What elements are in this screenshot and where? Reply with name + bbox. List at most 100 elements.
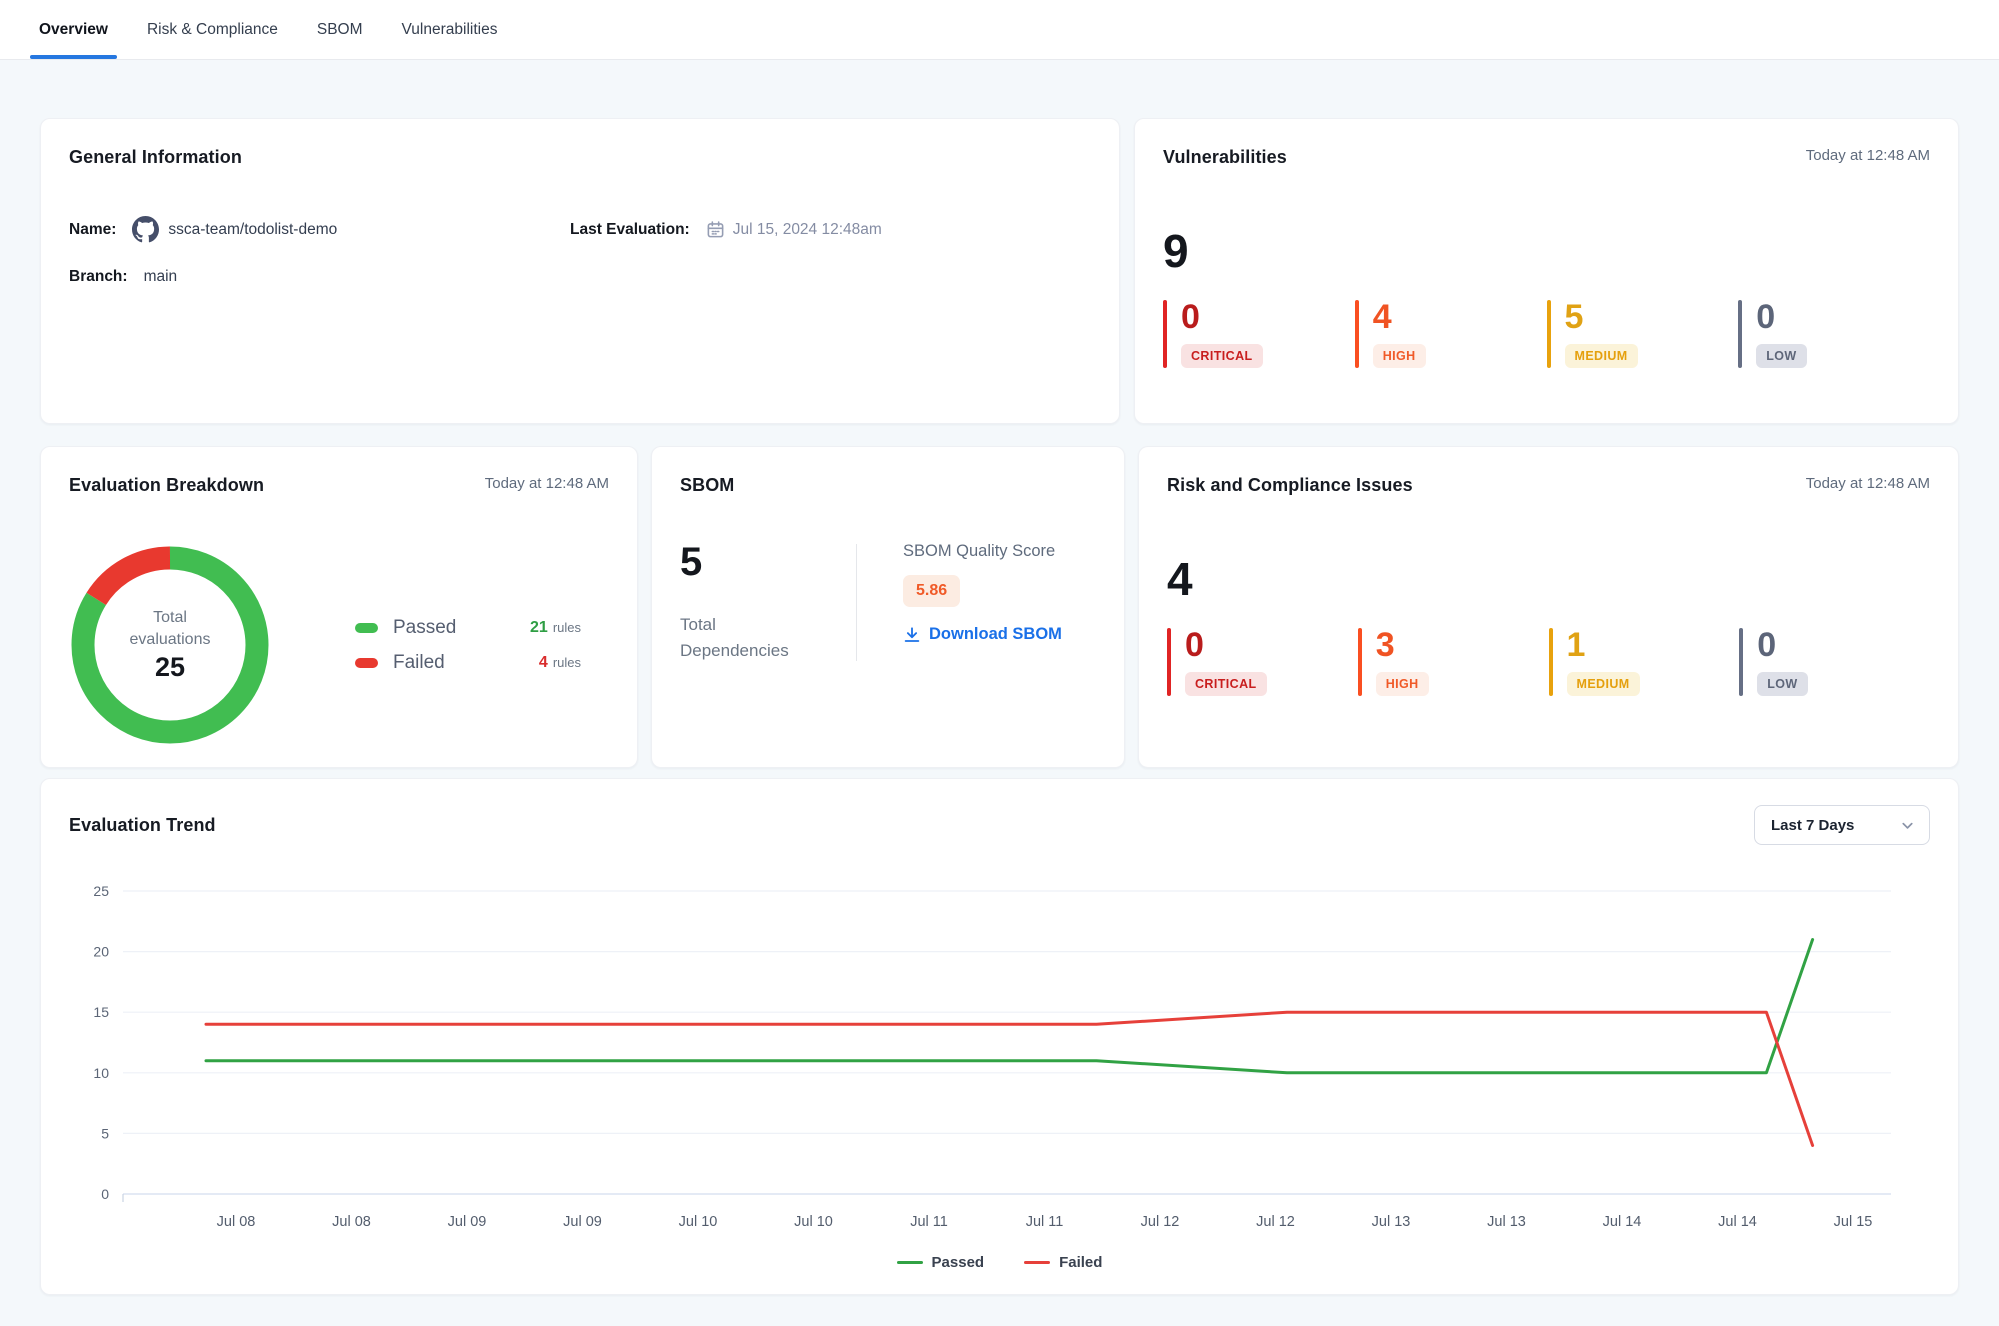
tab-risk-compliance[interactable]: Risk & Compliance: [138, 0, 287, 59]
risk-compliance-title: Risk and Compliance Issues: [1167, 475, 1413, 496]
donut-center-label: Total evaluations 25: [71, 546, 269, 744]
last-evaluation-row: Last Evaluation: Jul 15, 2024 12:48am: [570, 216, 1091, 243]
legend-line-swatch: [1024, 1261, 1050, 1265]
risk-compliance-timestamp: Today at 12:48 AM: [1806, 475, 1930, 492]
legend-row-passed: Passed21rules: [355, 617, 581, 639]
evaluation-trend-title: Evaluation Trend: [69, 815, 216, 836]
severity-bar: [1355, 300, 1359, 368]
branch-row: Branch: main: [69, 263, 570, 290]
severity-medium: 5 MEDIUM: [1547, 300, 1739, 368]
severity-bar: [1163, 300, 1167, 368]
sbom-quality-score-label: SBOM Quality Score: [903, 542, 1062, 561]
x-axis-label: Jul 09: [448, 1214, 487, 1230]
severity-count: 0: [1185, 628, 1267, 664]
x-axis-label: Jul 14: [1603, 1214, 1642, 1230]
severity-count: 0: [1757, 628, 1807, 664]
x-axis-label: Jul 10: [679, 1214, 718, 1230]
total-dependencies-label: Total Dependencies: [680, 612, 810, 665]
severity-count: 0: [1756, 300, 1806, 336]
severity-bar: [1739, 628, 1743, 696]
calendar-icon: [706, 220, 725, 239]
trend-legend-failed: Failed: [1024, 1254, 1102, 1271]
evaluation-breakdown-timestamp: Today at 12:48 AM: [485, 475, 609, 492]
time-range-value: Last 7 Days: [1771, 817, 1854, 834]
vulnerabilities-total: 9: [1163, 228, 1930, 274]
severity-count: 3: [1376, 628, 1429, 664]
sbom-title: SBOM: [680, 475, 1096, 496]
severity-bar: [1549, 628, 1553, 696]
legend-row-failed: Failed4rules: [355, 652, 581, 674]
y-axis-label: 20: [93, 944, 109, 960]
x-axis-label: Jul 10: [794, 1214, 833, 1230]
y-axis-label: 0: [101, 1186, 109, 1202]
vulnerabilities-title: Vulnerabilities: [1163, 147, 1287, 168]
tab-sbom[interactable]: SBOM: [308, 0, 372, 59]
row-bottom: Evaluation Trend Last 7 Days 0 5 10 15 20 25 J…: [40, 778, 1959, 1295]
general-information-fields: Name: ssca-team/todolist-demo Last Evalu…: [69, 216, 1091, 290]
evaluation-trend-chart: 0510152025Jul 08Jul 08Jul 09Jul 09Jul 10…: [69, 876, 1910, 1234]
total-evaluations-value: 25: [155, 652, 185, 683]
x-axis-label: Jul 09: [563, 1214, 602, 1230]
legend-label: Failed: [393, 652, 445, 674]
y-axis-label: 25: [93, 883, 109, 899]
severity-badge: HIGH: [1373, 344, 1426, 368]
x-axis-label: Jul 13: [1487, 1214, 1526, 1230]
x-axis-label: Jul 12: [1256, 1214, 1295, 1230]
x-axis-label: Jul 11: [1026, 1214, 1064, 1230]
legend-label: Passed: [393, 617, 456, 639]
severity-count: 5: [1565, 300, 1638, 336]
severity-critical: 0 CRITICAL: [1163, 300, 1355, 368]
tab-vulnerabilities[interactable]: Vulnerabilities: [393, 0, 507, 59]
risk-compliance-total: 4: [1167, 556, 1930, 602]
x-axis-label: Jul 13: [1372, 1214, 1411, 1230]
y-axis-label: 5: [101, 1125, 109, 1141]
chevron-down-icon: [1900, 818, 1915, 833]
severity-badge: HIGH: [1376, 672, 1429, 696]
y-axis-label: 15: [93, 1004, 109, 1020]
github-icon: [132, 216, 159, 243]
tab-overview[interactable]: Overview: [30, 0, 117, 59]
name-label: Name:: [69, 221, 116, 239]
dashboard-page: Overview Risk & Compliance SBOM Vulnerabili…: [0, 0, 1999, 1326]
general-information-title: General Information: [69, 147, 1091, 168]
legend-pill: [355, 623, 378, 633]
severity-bar: [1547, 300, 1551, 368]
severity-count: 4: [1373, 300, 1426, 336]
severity-badge: CRITICAL: [1181, 344, 1263, 368]
evaluation-breakdown-legend: Passed21rulesFailed4rules: [355, 604, 581, 687]
x-axis-label: Jul 08: [217, 1214, 256, 1230]
row-middle: Evaluation Breakdown Today at 12:48 AM T…: [40, 446, 1959, 768]
severity-badge: CRITICAL: [1185, 672, 1267, 696]
total-dependencies-value: 5: [680, 542, 856, 582]
severity-count: 0: [1181, 300, 1263, 336]
general-information-card: General Information Name: ssca-team/todo…: [40, 118, 1120, 424]
risk-compliance-severity-row: 0 CRITICAL 3 HIGH 1 MEDIUM 0LOW: [1167, 628, 1930, 696]
evaluation-trend-card: Evaluation Trend Last 7 Days 0 5 10 15 20 25 J…: [40, 778, 1959, 1295]
vulnerabilities-severity-row: 0 CRITICAL 4 HIGH 5 MEDIUM 0 LOW: [1163, 300, 1930, 368]
severity-high: 4 HIGH: [1355, 300, 1547, 368]
last-evaluation-value: Jul 15, 2024 12:48am: [733, 221, 882, 239]
time-range-dropdown[interactable]: Last 7 Days: [1754, 805, 1930, 845]
y-axis-label: 10: [93, 1065, 109, 1081]
severity-low: 0 LOW: [1738, 300, 1930, 368]
severity-badge: LOW: [1756, 344, 1806, 368]
severity-badge: MEDIUM: [1565, 344, 1638, 368]
branch-label: Branch:: [69, 268, 128, 286]
legend-value: 21: [530, 619, 548, 637]
x-axis-label: Jul 11: [910, 1214, 948, 1230]
repo-name-value: ssca-team/todolist-demo: [168, 221, 337, 239]
severity-critical: 0 CRITICAL: [1167, 628, 1358, 696]
evaluation-trend-legend: Passed Failed: [69, 1254, 1930, 1271]
severity-count: 1: [1567, 628, 1640, 664]
evaluation-breakdown-card: Evaluation Breakdown Today at 12:48 AM T…: [40, 446, 638, 768]
x-axis-label: Jul 12: [1141, 1214, 1180, 1230]
sbom-card: SBOM 5 Total Dependencies SBOM Quality S…: [651, 446, 1125, 768]
download-icon: [903, 626, 921, 644]
trend-legend-label: Passed: [932, 1254, 985, 1271]
download-sbom-link[interactable]: Download SBOM: [903, 625, 1062, 644]
severity-low: 0LOW: [1739, 628, 1930, 696]
x-axis-label: Jul 14: [1718, 1214, 1757, 1230]
legend-pill: [355, 658, 378, 668]
trend-legend-label: Failed: [1059, 1254, 1102, 1271]
severity-badge: MEDIUM: [1567, 672, 1640, 696]
